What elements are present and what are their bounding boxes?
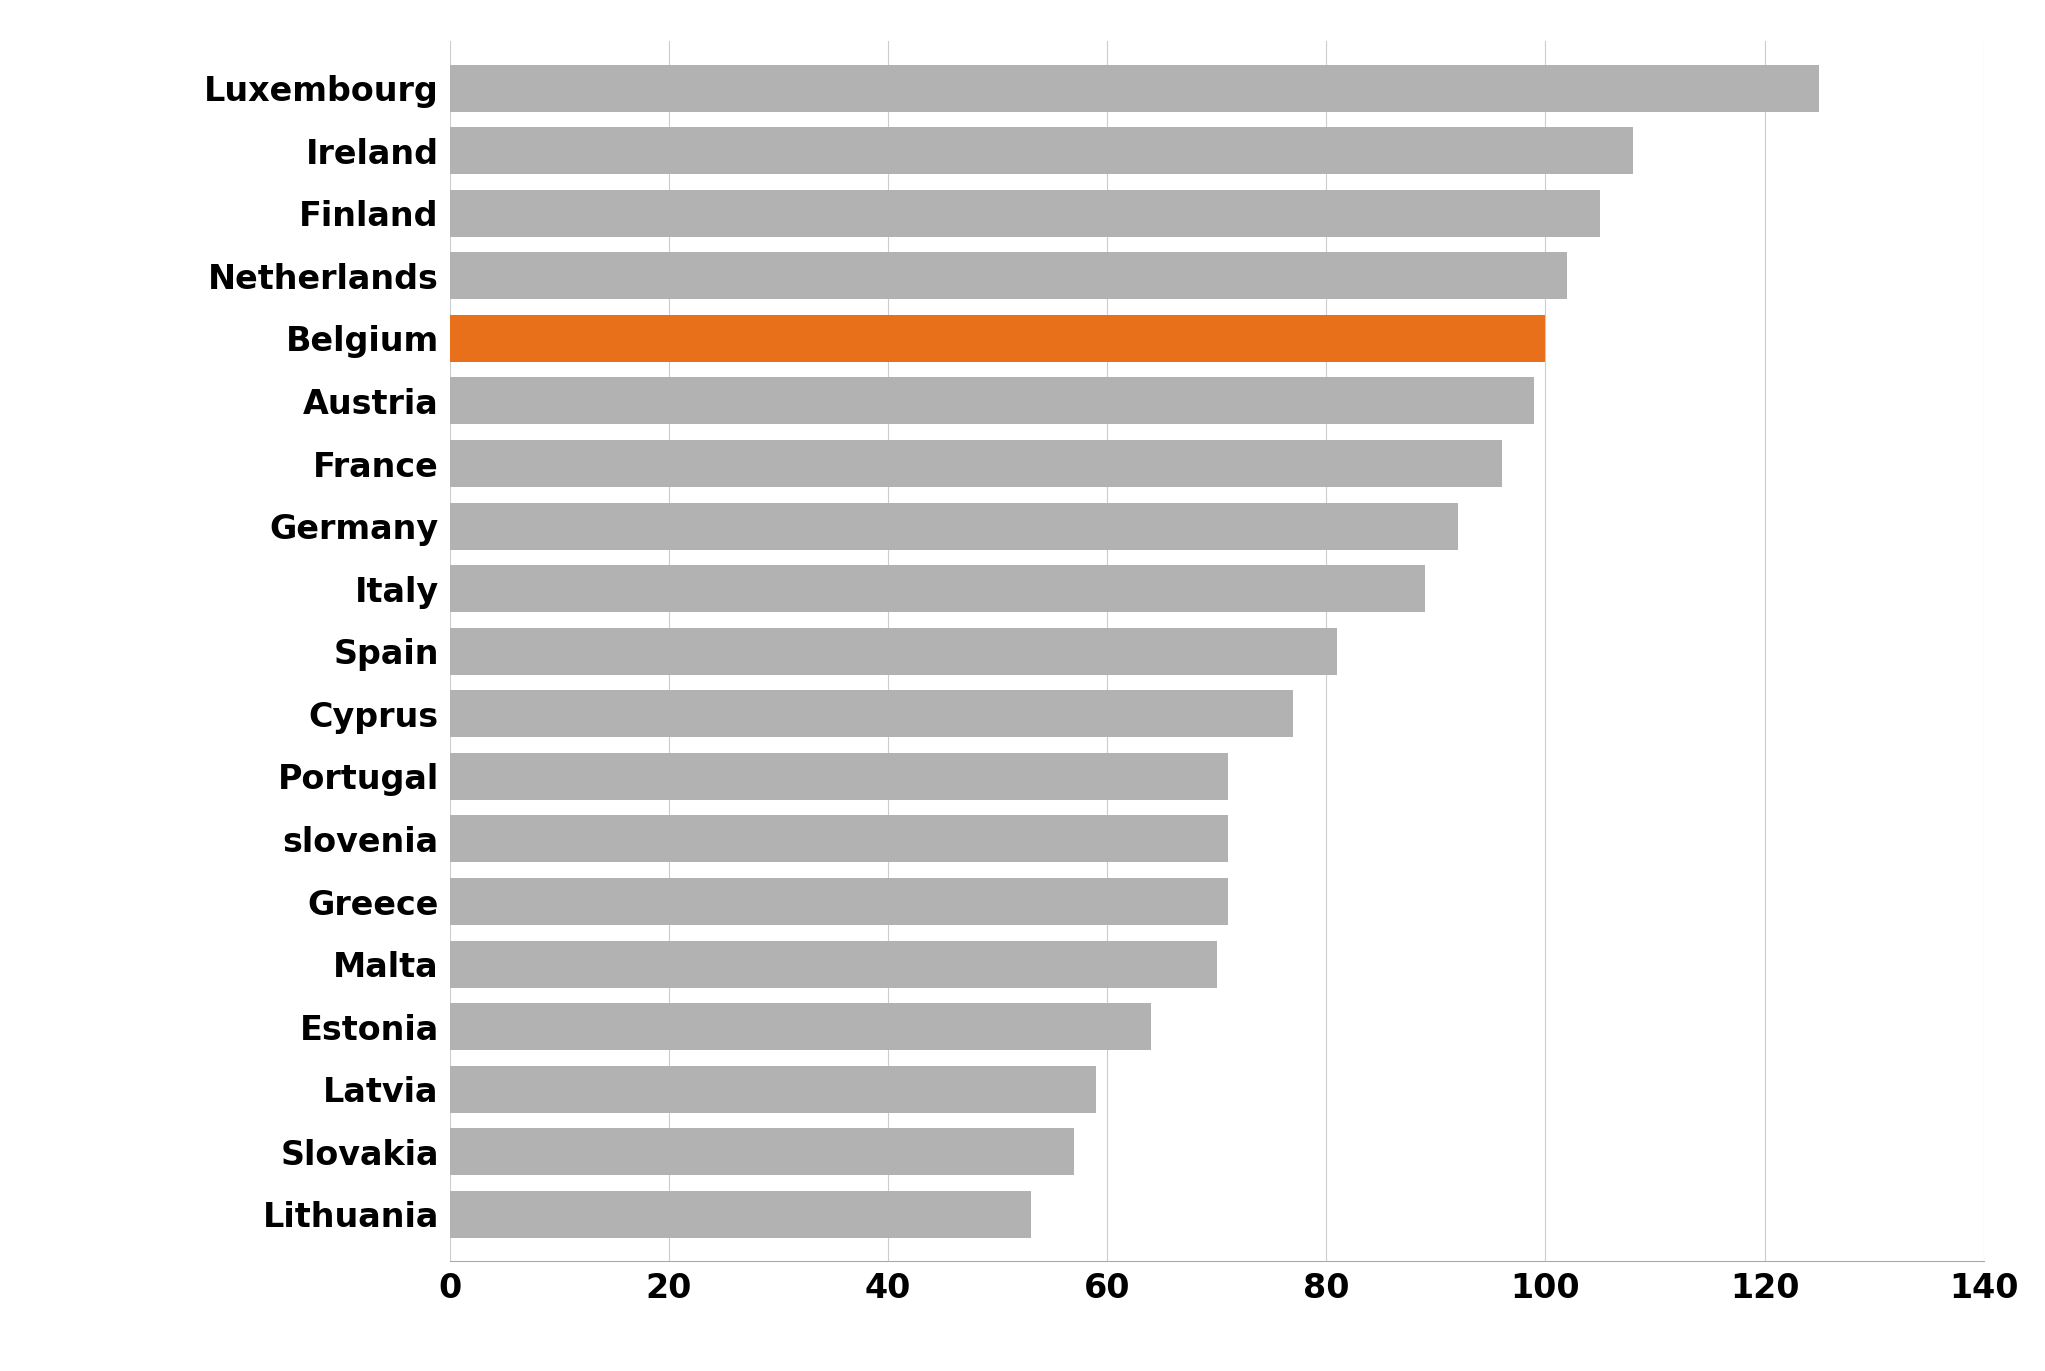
Bar <box>450 1191 1031 1238</box>
Bar <box>450 252 1566 299</box>
Bar <box>450 503 1458 550</box>
Bar <box>450 1128 1074 1175</box>
Bar <box>450 440 1501 487</box>
Bar <box>450 128 1634 174</box>
Bar <box>450 64 1820 111</box>
Bar <box>450 315 1546 362</box>
Bar <box>450 1004 1151 1050</box>
Bar <box>450 189 1599 237</box>
Bar <box>450 691 1292 738</box>
Bar <box>450 816 1227 862</box>
Bar <box>450 377 1534 425</box>
Bar <box>450 565 1425 611</box>
Bar <box>450 877 1227 925</box>
Bar <box>450 1065 1096 1113</box>
Bar <box>450 941 1217 987</box>
Bar <box>450 753 1227 799</box>
Bar <box>450 628 1337 675</box>
